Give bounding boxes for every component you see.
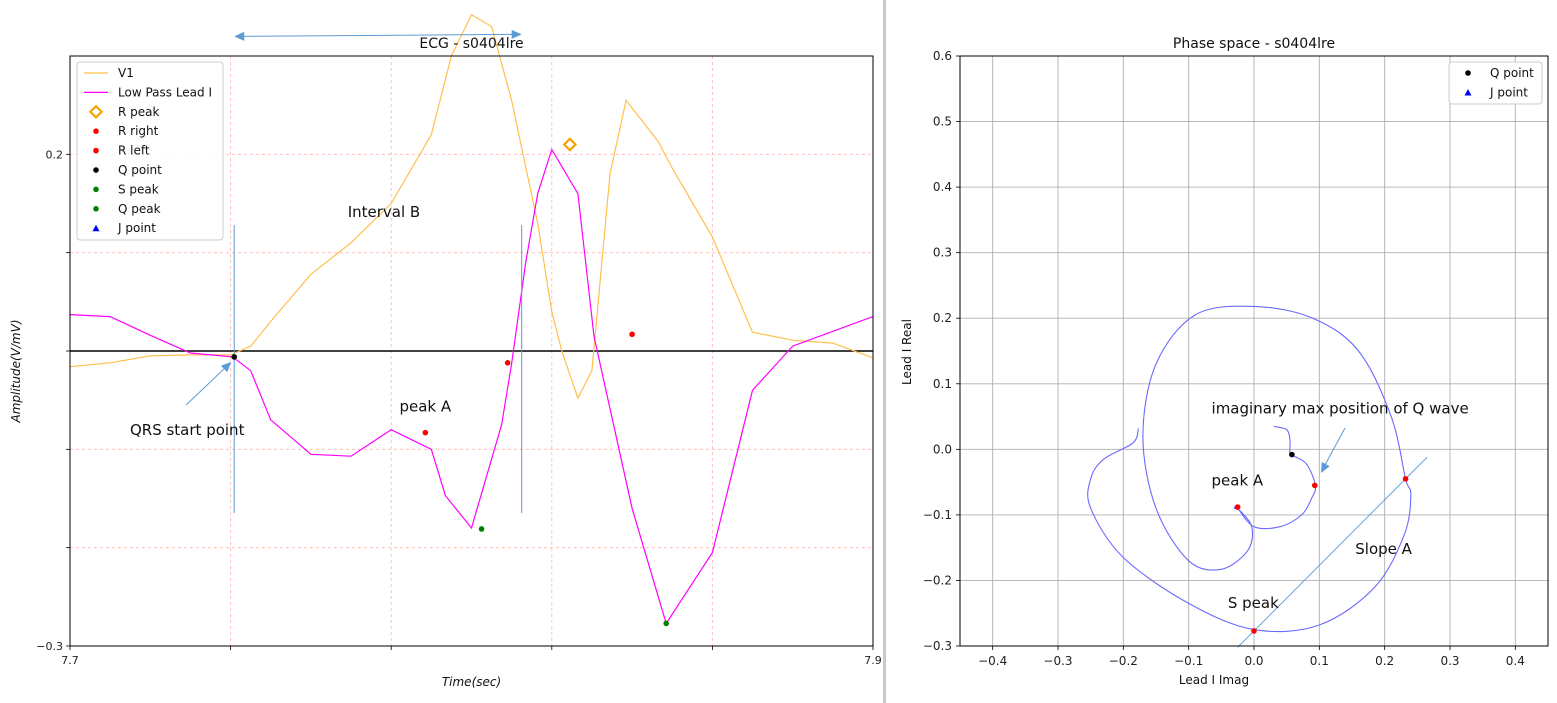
interval-arrow-line [240,33,516,37]
marker-r-left [629,331,635,338]
y-tick-label: 0.4 [933,180,952,194]
legend-label: J point [1489,86,1528,100]
ecg-chart: 7.7 7.9 −0.3 0.2 Interval B peak A QRS start p… [9,13,882,689]
plot-frame [69,55,874,647]
legend: V1 Low Pass Lead I R peak R right R left Q po… [76,61,224,241]
y-tick-label: 0.0 [933,442,952,456]
v1-line [69,13,874,400]
legend-symbol [93,206,99,212]
legend-label: R left [118,144,150,158]
legend-symbol [93,147,99,154]
legend-label: R right [118,124,159,138]
legend: Q point J point [1448,61,1543,105]
y-tick-label: −0.2 [923,573,952,587]
legend-symbol [88,104,104,120]
legend-label: R peak [118,105,160,119]
legend-box [1448,61,1543,105]
qrs-arrow-head [220,361,232,373]
x-tick-label: −0.1 [1174,654,1203,668]
legend-symbol [93,186,99,193]
interval-arrow-left [234,31,245,41]
marker-r-right [422,429,429,436]
marker-r-right [504,360,511,366]
plot-frame [959,55,1549,647]
imaginary-max-label: imaginary max position of Q wave [1212,399,1469,417]
peak-a-label: peak A [1212,471,1264,489]
interval-arrow-right [511,29,522,39]
legend-label: Q point [1490,66,1534,80]
marker-r-right [1311,482,1318,489]
chart-title: ECG - s0404lre [419,36,523,52]
panel-divider [883,0,886,703]
marker-r-right [1234,504,1241,510]
qrs-arrow-line [185,364,229,406]
qrs-label: QRS start point [130,421,245,439]
legend-label: Q peak [118,202,161,216]
legend-box [76,61,224,241]
phase-space-chart: −0.4 −0.3 −0.2 −0.1 0.0 0.1 0.2 0.3 0.4 −0.3 −0.2 −… [900,36,1549,687]
marker-q-point [1289,451,1295,458]
x-tick-label: 7.9 [864,654,882,667]
x-tick-label: 0.4 [1506,654,1525,668]
legend-label: J point [117,221,156,235]
x-tick-label: 0.1 [1310,654,1329,668]
y-tick-label: 0.5 [933,115,952,129]
x-tick-label: 0.0 [1244,654,1263,668]
x-axis-label: Time(sec) [442,675,501,689]
y-tick-label: 0.1 [933,377,952,391]
y-tick-label: −0.3 [36,640,63,653]
imaginary-arrow-line [1324,427,1346,466]
x-axis-label: Lead I Imag [1179,673,1249,687]
legend-symbol [1464,89,1472,96]
y-tick-label: −0.3 [923,639,952,653]
legend-symbol [93,167,99,173]
r-peak-marker [562,137,578,152]
marker-q-peak [663,620,670,627]
x-tick-label: −0.2 [1109,654,1138,668]
x-tick-label: −0.3 [1043,654,1072,668]
x-tick-label: 7.7 [61,654,79,667]
y-axis-label: Lead I Real [900,319,914,385]
y-tick-label: 0.3 [933,246,952,260]
y-tick-label: 0.6 [933,49,952,63]
marker-q-point [231,354,238,360]
legend-label: V1 [118,66,134,80]
legend-symbol [92,224,100,232]
interval-label: Interval B [348,203,421,221]
s-peak-label: S peak [1228,594,1279,612]
marker-s-peak [478,526,485,532]
y-tick-label: 0.2 [46,148,64,161]
y-tick-label: 0.2 [933,311,952,325]
legend-label: Q point [118,163,162,177]
y-axis-label: Amplitude(V/mV) [9,319,23,423]
legend-label: Low Pass Lead I [118,85,212,99]
x-tick-label: 0.2 [1375,654,1394,668]
slope-a-label: Slope A [1355,540,1412,558]
x-tick-label: 0.3 [1440,654,1459,668]
legend-symbol [1465,70,1471,76]
slope-a-line [1237,456,1428,648]
y-tick-label: −0.1 [923,508,952,522]
peak-a-label: peak A [399,398,451,416]
chart-title: Phase space - s0404lre [1173,36,1335,52]
x-tick-label: −0.4 [978,654,1007,668]
legend-symbol [93,128,99,134]
marker-s-peak [1251,628,1257,634]
phase-trajectory [1087,305,1412,633]
legend-label: S peak [118,182,159,196]
imaginary-arrow-head [1321,462,1330,473]
marker-r-left [1402,476,1409,482]
